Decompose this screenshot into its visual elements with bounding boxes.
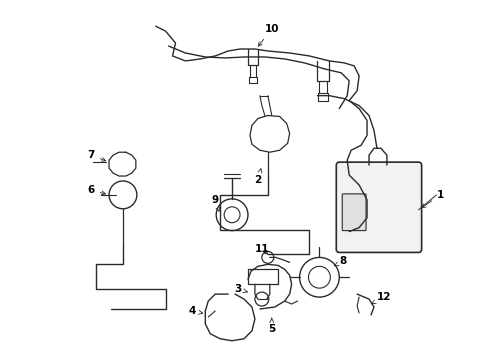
Text: 5: 5 <box>268 318 275 334</box>
Text: 10: 10 <box>258 24 279 46</box>
Text: 2: 2 <box>254 169 262 185</box>
Text: 1: 1 <box>422 190 444 208</box>
Text: 7: 7 <box>88 150 106 161</box>
FancyBboxPatch shape <box>342 194 366 231</box>
Text: 6: 6 <box>88 185 105 195</box>
Text: 11: 11 <box>255 244 269 255</box>
Text: 4: 4 <box>189 306 203 316</box>
Text: 9: 9 <box>212 195 220 211</box>
Text: 8: 8 <box>334 256 347 266</box>
Text: 3: 3 <box>234 284 247 294</box>
Text: 12: 12 <box>371 292 391 304</box>
FancyBboxPatch shape <box>336 162 421 252</box>
